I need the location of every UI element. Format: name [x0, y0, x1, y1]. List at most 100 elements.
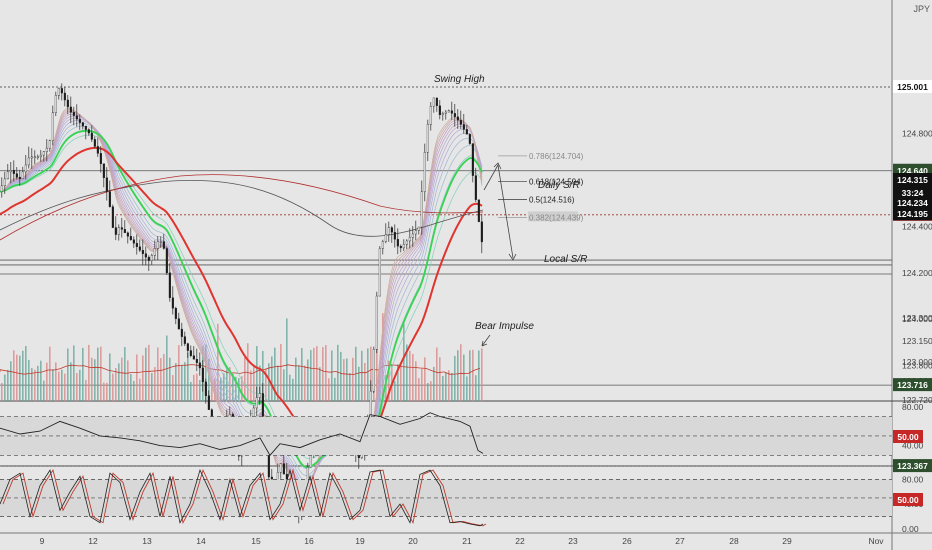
candle-body [129, 236, 132, 240]
volume-bar [55, 362, 57, 401]
volume-bar [97, 347, 99, 401]
ema-ribbon [0, 107, 484, 499]
price-tick-label: 122.720 [902, 395, 932, 405]
osc-tick-label: 40.00 [902, 441, 924, 451]
volume-bar [256, 346, 258, 401]
currency-label: JPY [913, 4, 930, 14]
osc-tick-label: 0.00 [902, 524, 919, 534]
projection-arrowhead-down [508, 253, 517, 261]
candle-body [27, 157, 30, 166]
projection-arrows [481, 162, 517, 347]
volume-bar [94, 359, 96, 401]
candle-body [78, 118, 81, 123]
time-tick-label: 28 [729, 536, 739, 546]
candle-body [135, 243, 138, 247]
candle-body [435, 97, 438, 106]
volume-bar [148, 344, 150, 401]
volume-bar [253, 366, 255, 401]
price-label-box [893, 80, 932, 93]
osc-marker-label: 50.00 [897, 432, 919, 442]
volume-bar [349, 372, 351, 401]
candle-body [9, 169, 12, 173]
volume-bar [295, 357, 297, 401]
osc-signal-line [2, 468, 487, 527]
volume-bar [385, 375, 387, 401]
candle-body [54, 95, 57, 113]
osc-main-line [0, 412, 484, 457]
candle-body [462, 124, 465, 130]
candle-body [189, 350, 192, 356]
candle-body [156, 241, 159, 249]
volume-bar [112, 373, 114, 401]
bear-impulse-arrow [481, 334, 491, 347]
volume-bar [454, 355, 456, 401]
candle-body [21, 171, 24, 180]
price-label-text: 33:24 [902, 188, 924, 198]
candle-body [426, 124, 429, 153]
candle-body [408, 237, 411, 242]
volume-bar [463, 354, 465, 401]
candle-body [201, 367, 204, 383]
volume-bar [481, 348, 483, 401]
volume-bar [4, 374, 6, 401]
candle-body [279, 463, 282, 473]
volume-bar [223, 373, 225, 401]
volume-bar [70, 362, 72, 401]
volume-bar [103, 382, 105, 401]
candle-body [120, 227, 123, 230]
volume-bar [400, 362, 402, 401]
candle-body [441, 113, 444, 116]
time-axis: 9 12 13 14 15 16 19 20 21 22 23 26 27 28 29 Nov [40, 536, 885, 546]
candle-body [147, 256, 150, 261]
volume-bar [115, 368, 117, 401]
volume-bar [322, 347, 324, 401]
candle-body [468, 134, 471, 144]
volume-bar [211, 381, 213, 401]
volume-bar [352, 357, 354, 401]
volume-bar [337, 344, 339, 401]
volume-bar [235, 376, 237, 401]
time-tick-label: 26 [622, 536, 632, 546]
volume-bar [283, 369, 285, 401]
osc-marker-label: 50.00 [897, 495, 919, 505]
candle-body [450, 110, 453, 114]
price-tick-label: 124.800 [902, 129, 932, 139]
volume-bar [298, 365, 300, 401]
candle-body [390, 227, 393, 233]
price-label-text: 125.001 [897, 82, 928, 92]
volume-bar [448, 370, 450, 401]
volume-bar [436, 347, 438, 401]
price-label-text: 124.234 [897, 198, 928, 208]
volume-bar [133, 380, 135, 401]
volume-bar [277, 365, 279, 401]
ema-red-line [0, 146, 483, 443]
volume-bar [439, 357, 441, 401]
fib-label: 0.5(124.516) [529, 196, 575, 205]
price-tick-label: 124.200 [902, 268, 932, 278]
volume-bar [445, 373, 447, 401]
volume-bar [205, 344, 207, 401]
candle-body [444, 111, 447, 114]
volume-bar [130, 374, 132, 401]
candle-body [429, 106, 432, 125]
candle-body [396, 238, 399, 247]
candle-body [480, 221, 483, 243]
candle-body [87, 129, 90, 134]
volume-bar [427, 382, 429, 401]
candle-body [459, 120, 462, 125]
candle-body [36, 156, 39, 159]
volume-bar [340, 351, 342, 401]
candle-body [3, 178, 6, 187]
candle-body [180, 328, 183, 337]
price-label-text: 123.367 [897, 461, 928, 471]
volume-bar [142, 355, 144, 401]
volume-bar [331, 350, 333, 401]
volume-bar [415, 361, 417, 401]
volume-bar [409, 350, 411, 401]
candle-body [174, 308, 177, 319]
volume-bar [316, 346, 318, 401]
osc-tick-label: 80.00 [902, 402, 924, 412]
candle-body [12, 169, 15, 174]
